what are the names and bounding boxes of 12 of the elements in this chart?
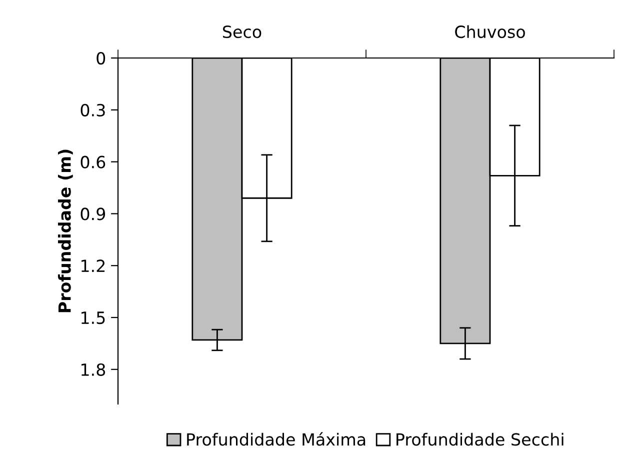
y-tick-label: 0.3 <box>80 104 105 116</box>
y-tick-label: 1.5 <box>82 312 105 324</box>
legend-label: Profundidade Máxima <box>187 432 366 446</box>
x-tick-label: Chuvoso <box>455 25 525 38</box>
y-tick-label: 0.9 <box>80 208 106 220</box>
x-tick-label: Seco <box>223 25 262 38</box>
y-tick-label: 0.6 <box>80 156 106 168</box>
legend-label: Profundidade Secchi <box>396 432 564 446</box>
y-axis-title: Profundidade (m) <box>58 150 73 312</box>
y-tick-label: 1.2 <box>82 260 105 272</box>
y-tick-label: 0 <box>96 52 106 65</box>
y-tick-label: 1.8 <box>82 363 106 376</box>
